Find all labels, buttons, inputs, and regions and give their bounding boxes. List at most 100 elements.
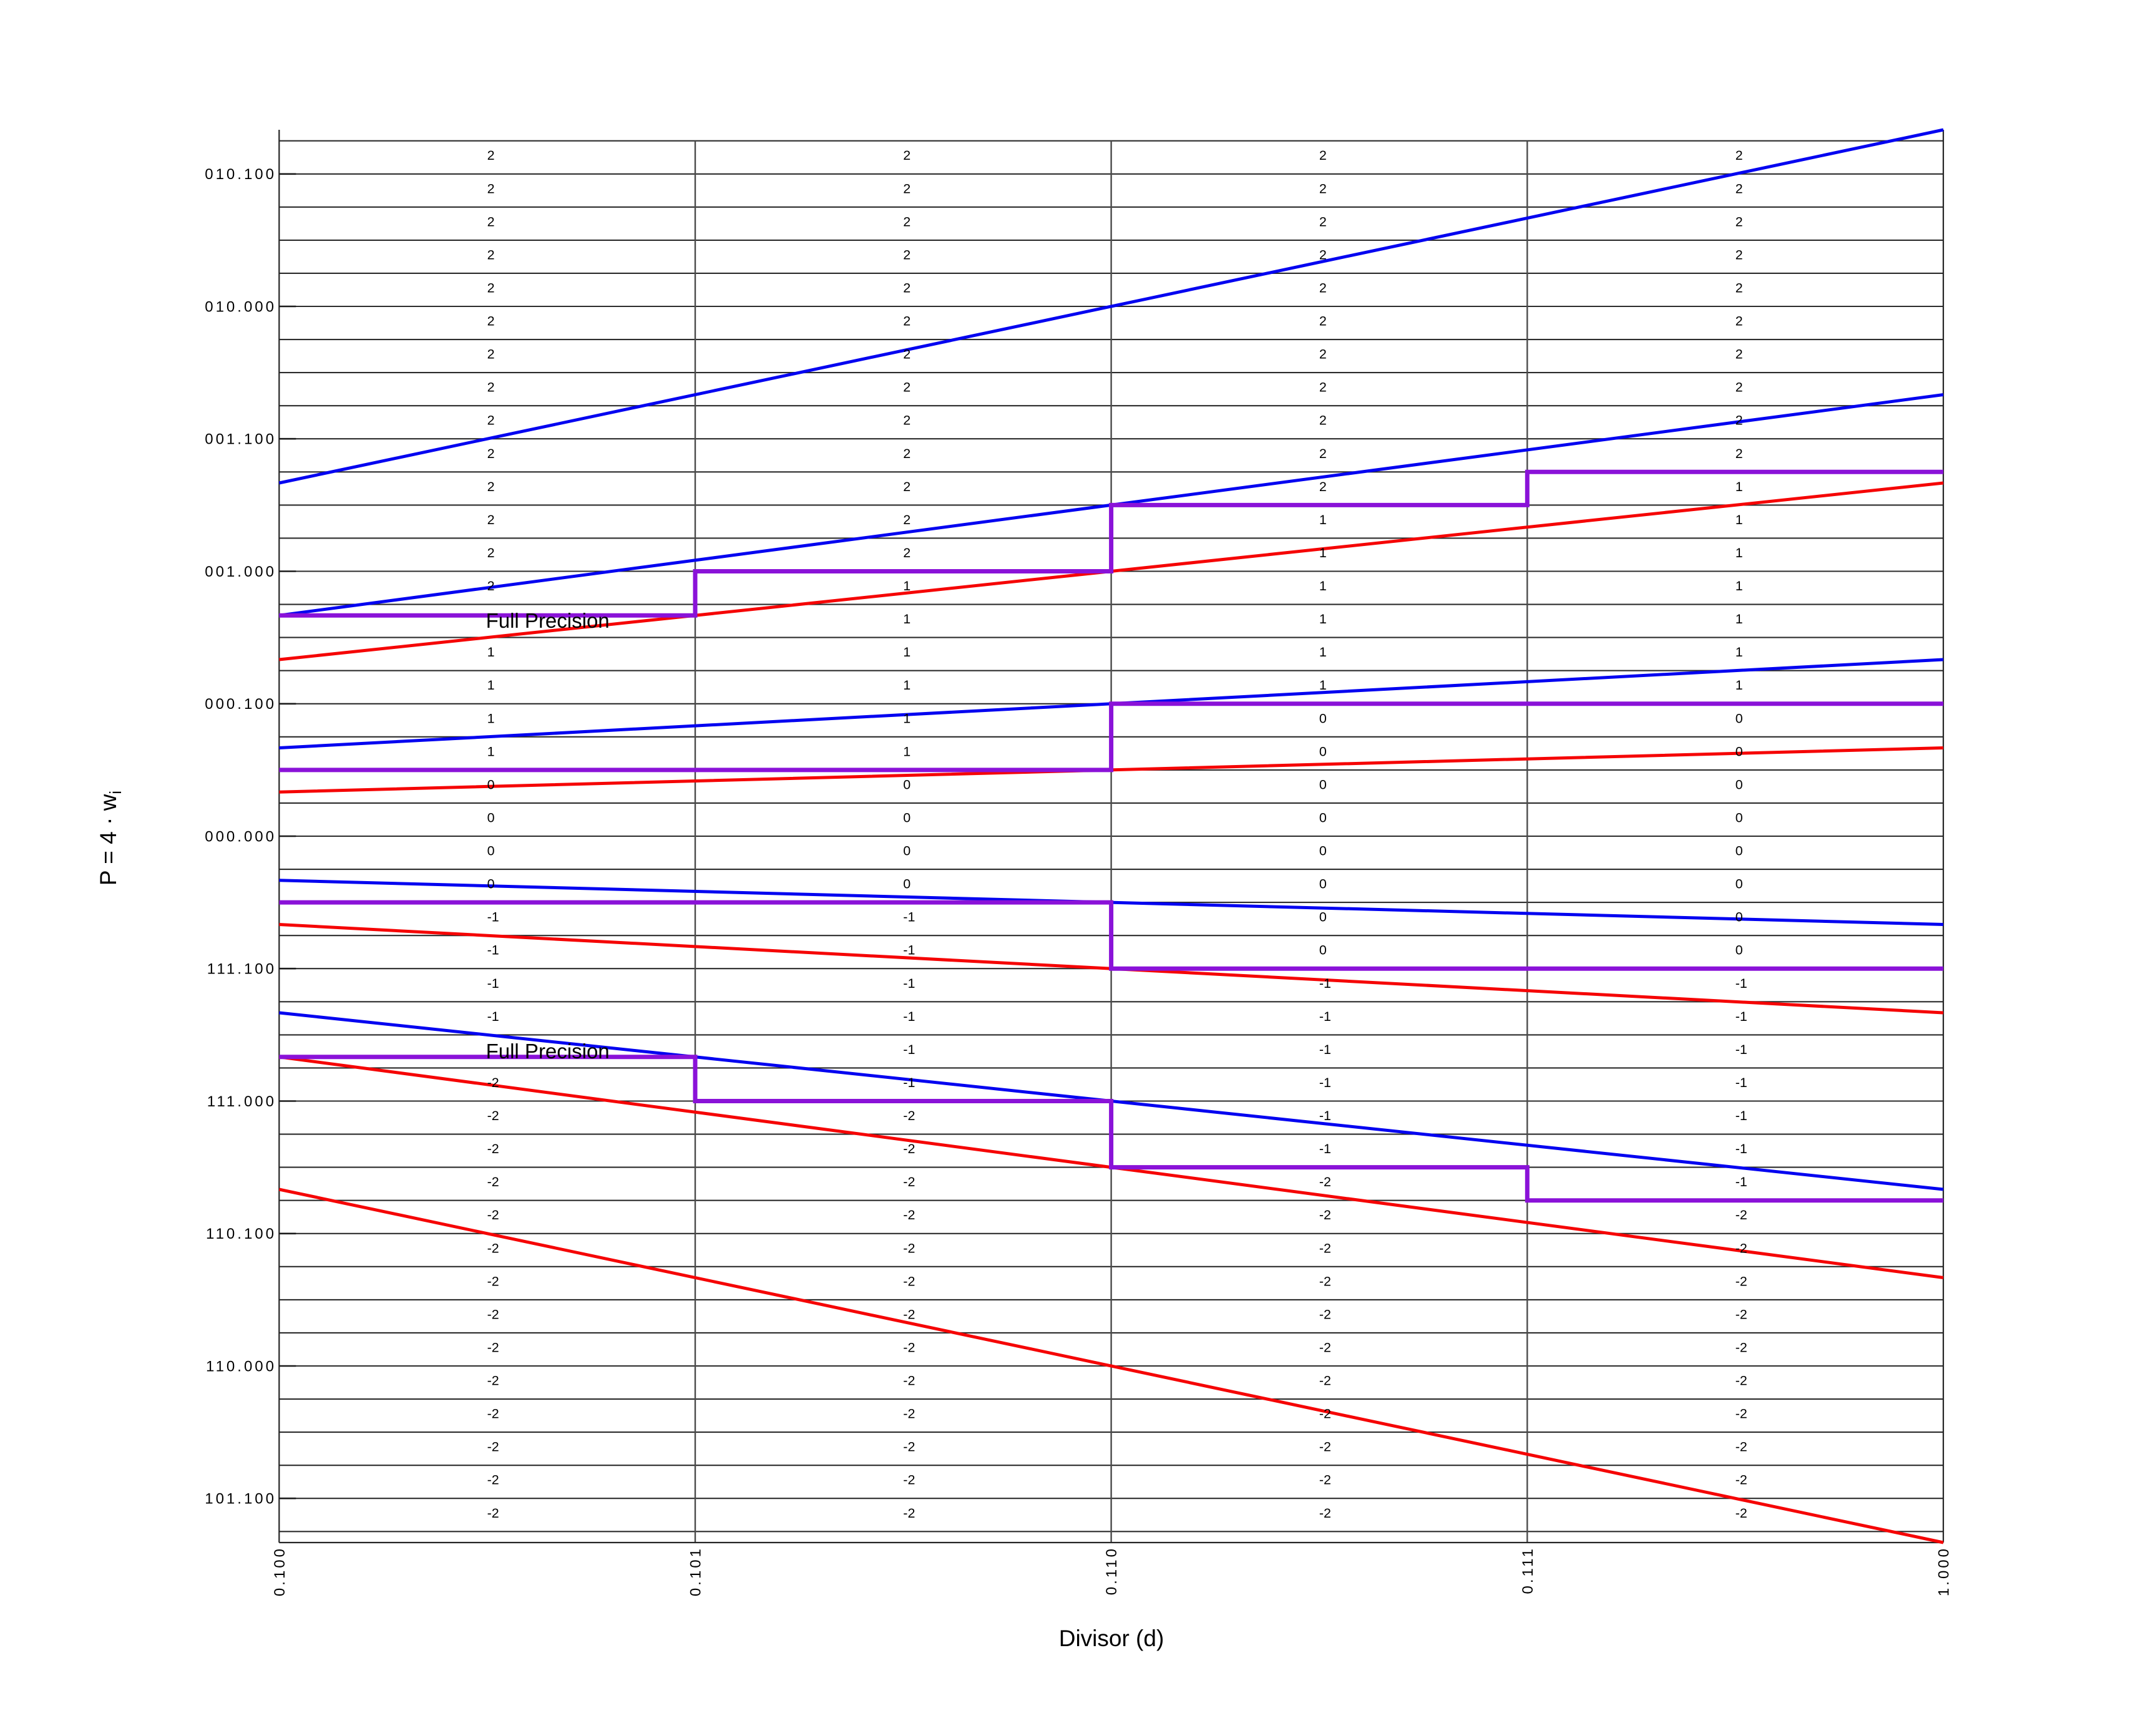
svg-text:2: 2: [487, 347, 495, 362]
svg-text:0: 0: [903, 777, 910, 792]
svg-text:2: 2: [1319, 281, 1327, 296]
svg-text:2: 2: [1735, 181, 1743, 196]
svg-text:2: 2: [487, 545, 495, 560]
svg-text:1: 1: [1319, 612, 1327, 627]
svg-text:-2: -2: [487, 1274, 499, 1289]
svg-text:0: 0: [487, 811, 495, 826]
svg-text:1: 1: [1735, 512, 1743, 527]
svg-text:2: 2: [1319, 479, 1327, 494]
svg-text:0: 0: [1735, 877, 1743, 892]
svg-text:0: 0: [1735, 777, 1743, 792]
svg-text:1: 1: [1735, 578, 1743, 593]
svg-text:-2: -2: [487, 1141, 499, 1156]
svg-text:1: 1: [1319, 578, 1327, 593]
svg-text:-1: -1: [1319, 1075, 1331, 1090]
svg-text:-2: -2: [903, 1141, 915, 1156]
svg-text:-2: -2: [487, 1075, 499, 1090]
svg-text:2: 2: [487, 578, 495, 593]
svg-text:2: 2: [1319, 181, 1327, 196]
svg-text:2: 2: [1735, 347, 1743, 362]
svg-text:2: 2: [903, 446, 910, 461]
svg-text:-2: -2: [1319, 1473, 1331, 1488]
svg-text:0: 0: [1735, 844, 1743, 859]
svg-text:0: 0: [1319, 844, 1327, 859]
svg-text:1: 1: [1735, 612, 1743, 627]
svg-text:0: 0: [1735, 943, 1743, 958]
svg-text:2: 2: [1735, 148, 1743, 163]
svg-text:2: 2: [487, 479, 495, 494]
svg-text:001.000: 001.000: [205, 563, 276, 580]
svg-text:-1: -1: [903, 1009, 915, 1024]
svg-text:-1: -1: [903, 1042, 915, 1057]
svg-text:2: 2: [1735, 281, 1743, 296]
svg-text:0: 0: [1319, 910, 1327, 925]
svg-text:1: 1: [1735, 645, 1743, 660]
svg-text:1: 1: [1319, 645, 1327, 660]
svg-text:2: 2: [487, 214, 495, 229]
svg-text:2: 2: [487, 247, 495, 262]
svg-text:110.000: 110.000: [206, 1358, 276, 1375]
svg-text:111.000: 111.000: [207, 1093, 276, 1110]
svg-text:-2: -2: [487, 1207, 499, 1222]
svg-text:Full Precision: Full Precision: [486, 609, 610, 632]
svg-text:2: 2: [903, 314, 910, 329]
svg-text:101.100: 101.100: [205, 1491, 276, 1508]
svg-text:2: 2: [1735, 314, 1743, 329]
svg-text:-2: -2: [1735, 1440, 1747, 1455]
svg-text:2: 2: [903, 413, 910, 428]
svg-text:0.111: 0.111: [1520, 1546, 1536, 1594]
svg-text:-2: -2: [1319, 1506, 1331, 1521]
svg-text:-2: -2: [487, 1307, 499, 1322]
svg-text:-2: -2: [1319, 1440, 1331, 1455]
svg-text:-2: -2: [903, 1307, 915, 1322]
svg-text:-2: -2: [1735, 1373, 1747, 1388]
svg-text:-2: -2: [487, 1440, 499, 1455]
svg-text:2: 2: [903, 512, 910, 527]
svg-text:1.000: 1.000: [1936, 1546, 1953, 1596]
svg-text:-1: -1: [1319, 1108, 1331, 1123]
svg-text:2: 2: [1319, 148, 1327, 163]
svg-text:2: 2: [1735, 413, 1743, 428]
svg-text:-1: -1: [1319, 976, 1331, 991]
svg-text:0.100: 0.100: [271, 1546, 288, 1596]
svg-text:1: 1: [487, 744, 495, 759]
svg-text:2: 2: [1319, 214, 1327, 229]
svg-text:-2: -2: [1319, 1340, 1331, 1355]
svg-text:-2: -2: [487, 1340, 499, 1355]
svg-text:-1: -1: [903, 910, 915, 925]
svg-text:0: 0: [1319, 744, 1327, 759]
svg-text:2: 2: [903, 479, 910, 494]
svg-text:1: 1: [903, 711, 910, 726]
svg-text:-2: -2: [1735, 1207, 1747, 1222]
svg-text:2: 2: [1319, 347, 1327, 362]
svg-text:-1: -1: [903, 1075, 915, 1090]
svg-text:-1: -1: [487, 943, 499, 958]
svg-text:2: 2: [487, 148, 495, 163]
svg-text:-1: -1: [1319, 1009, 1331, 1024]
svg-text:-2: -2: [487, 1241, 499, 1256]
svg-text:-1: -1: [903, 976, 915, 991]
svg-text:2: 2: [1319, 314, 1327, 329]
svg-text:-2: -2: [1735, 1241, 1747, 1256]
svg-text:1: 1: [1735, 479, 1743, 494]
svg-text:2: 2: [903, 545, 910, 560]
svg-text:0: 0: [903, 844, 910, 859]
svg-text:-2: -2: [487, 1506, 499, 1521]
svg-text:0: 0: [487, 777, 495, 792]
svg-text:1: 1: [903, 744, 910, 759]
svg-text:010.100: 010.100: [205, 166, 276, 183]
svg-text:-2: -2: [903, 1506, 915, 1521]
svg-text:0.110: 0.110: [1103, 1546, 1120, 1595]
svg-text:2: 2: [903, 148, 910, 163]
svg-text:-2: -2: [1319, 1373, 1331, 1388]
svg-text:2: 2: [903, 380, 910, 395]
svg-text:0: 0: [1735, 811, 1743, 826]
svg-text:-2: -2: [1735, 1307, 1747, 1322]
svg-text:-2: -2: [1319, 1241, 1331, 1256]
svg-text:-2: -2: [1319, 1307, 1331, 1322]
svg-text:1: 1: [1319, 545, 1327, 560]
svg-text:2: 2: [1735, 214, 1743, 229]
svg-text:2: 2: [487, 314, 495, 329]
svg-text:1: 1: [1735, 545, 1743, 560]
svg-text:-2: -2: [487, 1373, 499, 1388]
